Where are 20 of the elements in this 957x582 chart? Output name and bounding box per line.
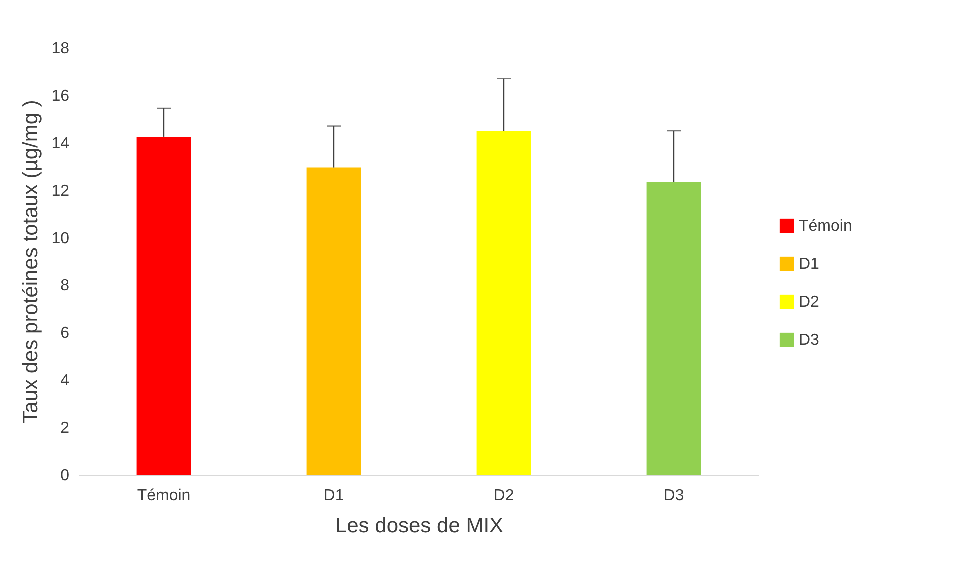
x-axis-title: Les doses de MIX: [335, 514, 504, 538]
y-tick-label: 6: [60, 325, 70, 342]
y-tick-label: 10: [52, 230, 70, 248]
x-tick-label: D1: [324, 488, 344, 504]
y-tick-label: 18: [52, 40, 70, 58]
y-tick-label: 4: [60, 372, 70, 390]
legend-label: Témoin: [799, 218, 852, 235]
y-tick-label: 0: [60, 468, 70, 484]
x-tick-label: D3: [664, 488, 684, 504]
y-axis-title: Taux des protéines totaux (µg/mg ): [20, 100, 43, 424]
y-tick-label: 16: [52, 88, 70, 105]
y-tick-label: 14: [52, 135, 70, 152]
x-tick-label: D2: [494, 488, 514, 504]
y-tick-label: 8: [60, 278, 70, 295]
y-tick-label: 12: [52, 182, 70, 200]
legend-label: D2: [799, 294, 820, 311]
y-tick-label: 2: [60, 420, 70, 438]
x-tick-label: Témoin: [137, 488, 191, 504]
legend-label: D3: [799, 332, 820, 349]
legend-label: D1: [799, 256, 820, 273]
